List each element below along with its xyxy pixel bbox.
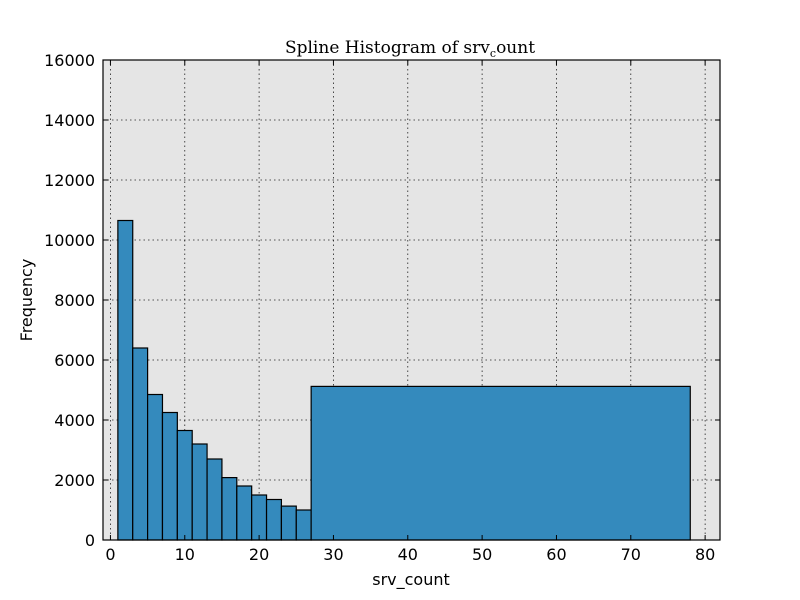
chart-title-prefix: Spline Histogram of srv <box>285 38 490 58</box>
x-tick-label: 0 <box>105 545 115 564</box>
histogram-bar <box>206 458 223 541</box>
histogram-bar <box>310 385 691 541</box>
x-tick-label: 60 <box>546 545 566 564</box>
x-tick-labels: 0 10 20 30 40 50 60 70 80 <box>105 545 715 564</box>
histogram-bar <box>117 219 134 541</box>
histogram-bar <box>176 429 193 541</box>
x-tick-label: 40 <box>398 545 418 564</box>
histogram-bar <box>251 494 268 541</box>
histogram-bar <box>236 485 253 541</box>
histogram-bar <box>132 347 149 541</box>
histogram-bars <box>117 219 691 541</box>
y-tick-label: 2000 <box>54 471 95 490</box>
y-tick-label: 6000 <box>54 351 95 370</box>
histogram-bar <box>191 443 208 541</box>
y-tick-label: 14000 <box>44 111 95 130</box>
y-tick-label: 4000 <box>54 411 95 430</box>
chart-title: Spline Histogram of srvcount <box>285 38 535 60</box>
histogram-bar <box>221 477 238 541</box>
x-tick-label: 20 <box>249 545 269 564</box>
x-tick-label: 50 <box>472 545 492 564</box>
x-axis-label: srv_count <box>372 570 450 590</box>
y-tick-label: 16000 <box>44 51 95 70</box>
y-tick-label: 0 <box>85 531 95 550</box>
y-tick-label: 8000 <box>54 291 95 310</box>
histogram-bar <box>161 411 178 541</box>
x-tick-label: 70 <box>621 545 641 564</box>
chart-title-subscript: c <box>490 47 496 60</box>
x-tick-label: 80 <box>695 545 715 564</box>
histogram-bar <box>295 509 312 541</box>
y-tick-label: 12000 <box>44 171 95 190</box>
x-tick-label: 30 <box>323 545 343 564</box>
histogram-bar <box>265 498 283 541</box>
x-tick-label: 10 <box>175 545 195 564</box>
chart-title-suffix: ount <box>496 38 535 58</box>
axis-ticks <box>103 59 720 541</box>
y-tick-label: 10000 <box>44 231 95 250</box>
histogram-bar <box>280 505 297 541</box>
y-axis-label: Frequency <box>17 259 36 342</box>
y-tick-labels: 0 2000 4000 6000 8000 10000 12000 14000 16000 <box>44 51 95 550</box>
histogram-bar <box>147 393 164 541</box>
